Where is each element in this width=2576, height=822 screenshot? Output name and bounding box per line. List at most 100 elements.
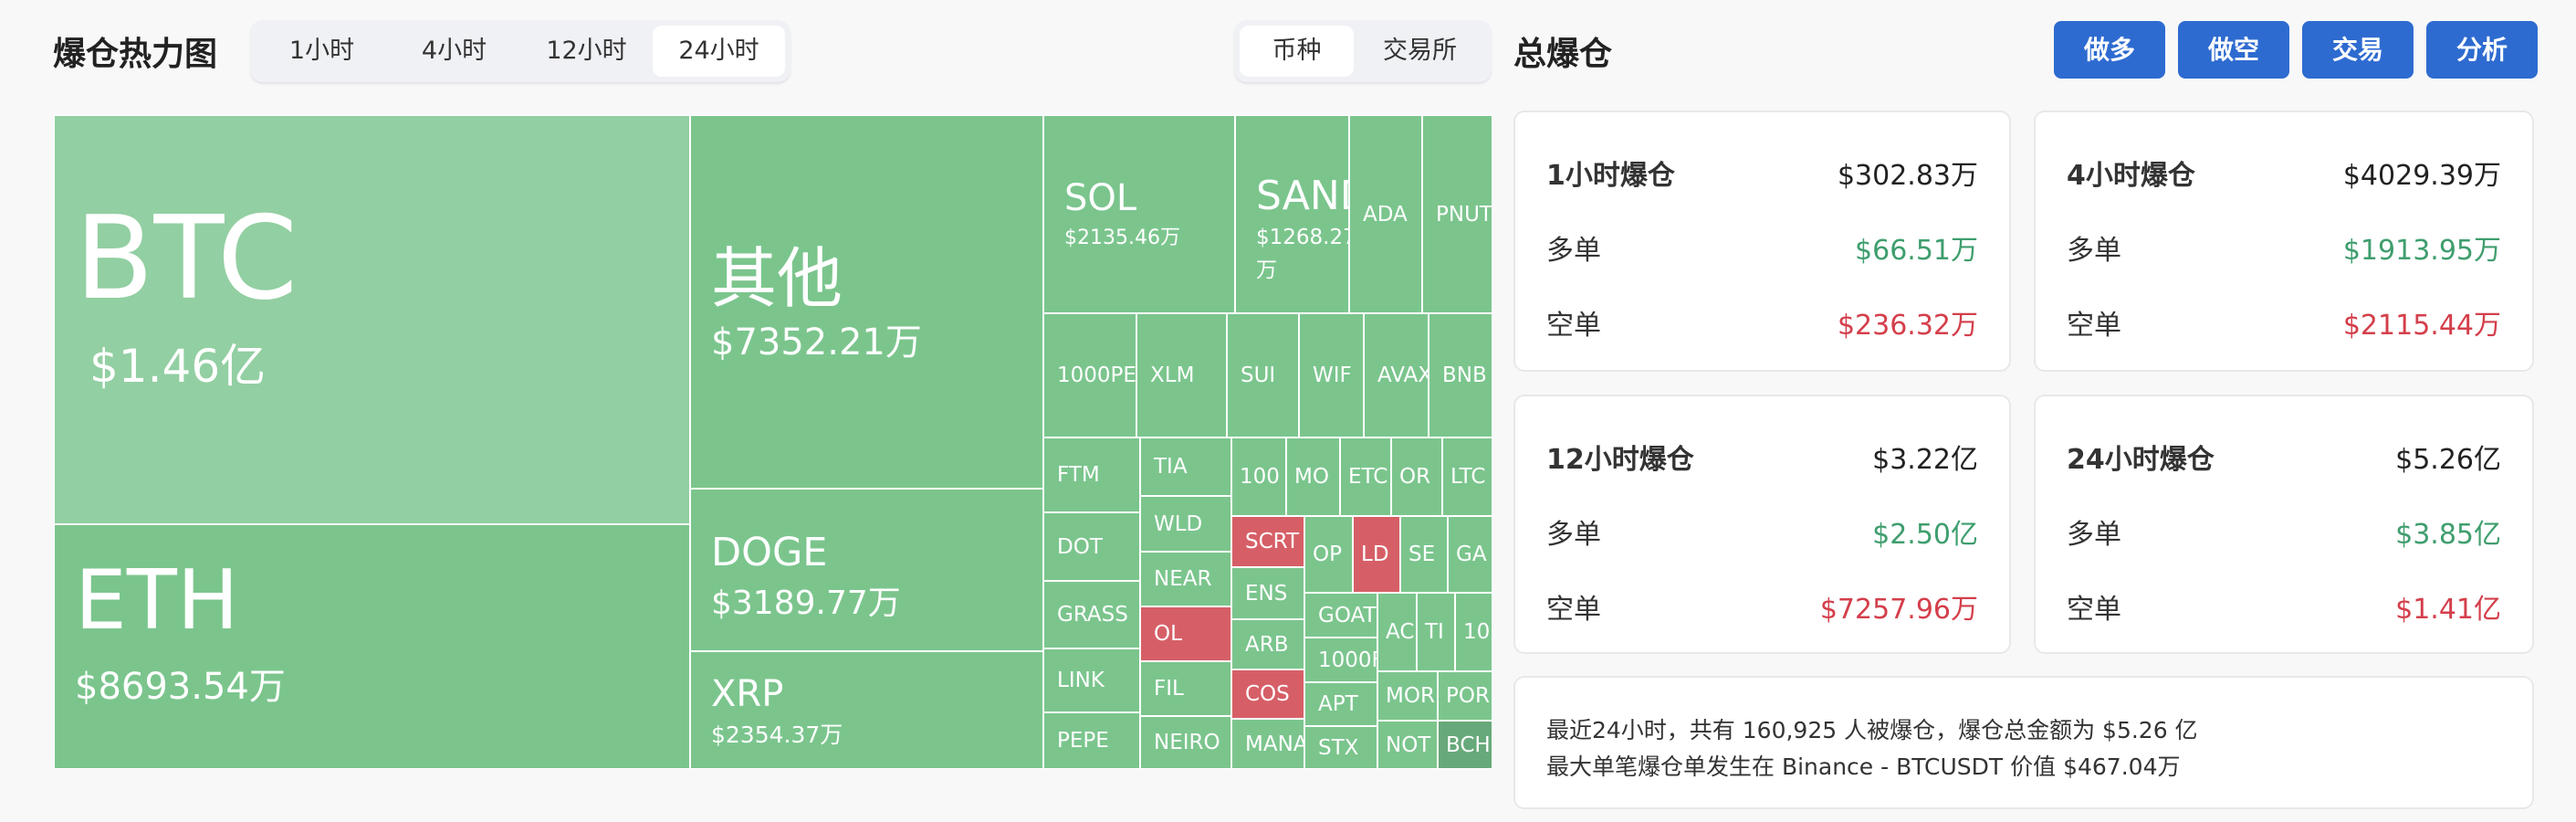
treemap-tile-se[interactable]: SE bbox=[1400, 516, 1448, 593]
treemap-tile-ga[interactable]: GA bbox=[1448, 516, 1492, 593]
tab-4h[interactable]: 4小时 bbox=[421, 37, 487, 65]
treemap-tile-ada[interactable]: ADA bbox=[1349, 115, 1422, 313]
long-amount: $1913.95万 bbox=[2342, 235, 2501, 267]
tile-symbol: AC bbox=[1386, 620, 1415, 645]
short-button[interactable]: 做空 bbox=[2178, 21, 2289, 79]
long-label: 多单 bbox=[2067, 235, 2121, 267]
treemap-tile-bnb[interactable]: BNB bbox=[1429, 313, 1492, 437]
tile-symbol: WLD bbox=[1154, 511, 1203, 536]
treemap-tile-ftm[interactable]: FTM bbox=[1043, 437, 1140, 512]
treemap-tile-ld[interactable]: LD bbox=[1353, 516, 1400, 593]
treemap-tile-xrp[interactable]: XRP $2354.37万 bbox=[690, 651, 1043, 769]
treemap-tile-or[interactable]: OR bbox=[1391, 437, 1442, 516]
treemap-tile-por[interactable]: POR bbox=[1438, 671, 1492, 721]
summary-line-1: 最近24小时，共有 160,925 人被爆仓，爆仓总金额为 $5.26 亿 bbox=[1546, 717, 2198, 743]
treemap-tile-not[interactable]: NOT bbox=[1377, 721, 1438, 769]
group-tabs: 币种 交易所 bbox=[1234, 20, 1492, 82]
treemap-tile-dot[interactable]: DOT bbox=[1043, 512, 1140, 581]
long-amount: $3.85亿 bbox=[2395, 519, 2501, 551]
tile-symbol: NEIRO bbox=[1154, 731, 1220, 755]
tile-symbol: 100 bbox=[1240, 465, 1280, 490]
treemap-tile-op[interactable]: OP bbox=[1304, 516, 1353, 593]
treemap-tile-ac[interactable]: AC bbox=[1377, 593, 1417, 671]
tab-12h[interactable]: 12小时 bbox=[546, 37, 627, 65]
tile-symbol: LD bbox=[1361, 543, 1389, 567]
treemap-tile-stx[interactable]: STX bbox=[1304, 726, 1377, 769]
tile-symbol: GOAT bbox=[1318, 603, 1377, 627]
tile-symbol: DOGE bbox=[711, 529, 828, 575]
card-total: $5.26亿 bbox=[2395, 444, 2501, 476]
tile-symbol: NOT bbox=[1386, 732, 1431, 757]
treemap-tile-mana[interactable]: MANA bbox=[1231, 719, 1304, 769]
treemap-tile-fil[interactable]: FIL bbox=[1140, 661, 1231, 716]
tile-symbol: OR bbox=[1399, 465, 1431, 490]
tile-value: $2135.46万 bbox=[1064, 226, 1180, 249]
treemap-tile-goat[interactable]: GOAT bbox=[1304, 593, 1377, 638]
treemap-tile-link[interactable]: LINK bbox=[1043, 648, 1140, 712]
short-amount: $7257.96万 bbox=[1819, 594, 1978, 626]
summary-card: 最近24小时，共有 160,925 人被爆仓，爆仓总金额为 $5.26 亿 最大… bbox=[1513, 676, 2534, 809]
tile-value: $8693.54万 bbox=[75, 666, 286, 708]
treemap-tile-ltc[interactable]: LTC bbox=[1442, 437, 1492, 516]
tile-symbol: MO bbox=[1294, 465, 1329, 490]
treemap-tile-bch[interactable]: BCH bbox=[1438, 721, 1492, 769]
treemap-tile-wif[interactable]: WIF bbox=[1299, 313, 1364, 437]
tile-symbol: BCH bbox=[1446, 732, 1491, 757]
treemap-tile-avax[interactable]: AVAX bbox=[1364, 313, 1429, 437]
tile-symbol: BTC bbox=[75, 190, 298, 325]
treemap-tile-arb[interactable]: ARB bbox=[1231, 619, 1304, 669]
treemap-tile-xlm[interactable]: XLM bbox=[1136, 313, 1227, 437]
tab-coin[interactable]: 币种 bbox=[1240, 26, 1354, 77]
treemap-tile-wld[interactable]: WLD bbox=[1140, 496, 1231, 552]
treemap-tile-pepe[interactable]: PEPE bbox=[1043, 712, 1140, 769]
tab-1h[interactable]: 1小时 bbox=[288, 37, 355, 65]
treemap-tile-grass[interactable]: GRASS bbox=[1043, 581, 1140, 648]
tile-value: $2354.37万 bbox=[711, 721, 843, 748]
card-total: $4029.39万 bbox=[2342, 160, 2501, 192]
tile-symbol: OP bbox=[1313, 543, 1342, 567]
tile-symbol: NEAR bbox=[1154, 567, 1212, 592]
treemap-tile-apt[interactable]: APT bbox=[1304, 682, 1377, 726]
short-label: 空单 bbox=[2067, 594, 2121, 626]
treemap-tile-1000f[interactable]: 1000F bbox=[1304, 638, 1377, 682]
treemap-tile-neiro[interactable]: NEIRO bbox=[1140, 716, 1231, 769]
treemap-tile-cos[interactable]: COS bbox=[1231, 669, 1304, 719]
treemap-tile-mor[interactable]: MOR bbox=[1377, 671, 1438, 721]
analysis-button[interactable]: 分析 bbox=[2426, 21, 2538, 79]
treemap-tile-sand[interactable]: SAND $1268.27万 bbox=[1235, 115, 1349, 313]
treemap-tile-eth[interactable]: ETH $8693.54万 bbox=[54, 524, 690, 769]
treemap-tile-其他[interactable]: 其他 $7352.21万 bbox=[690, 115, 1043, 489]
long-amount: $2.50亿 bbox=[1872, 519, 1978, 551]
treemap-tile-pnut[interactable]: PNUT bbox=[1422, 115, 1492, 313]
tile-symbol: FTM bbox=[1057, 463, 1100, 488]
tab-24h[interactable]: 24小时 bbox=[653, 26, 785, 77]
treemap-tile-near[interactable]: NEAR bbox=[1140, 552, 1231, 606]
tab-exchange[interactable]: 交易所 bbox=[1383, 37, 1457, 65]
short-label: 空单 bbox=[1546, 310, 1601, 342]
trade-button[interactable]: 交易 bbox=[2302, 21, 2414, 79]
treemap-tile-100[interactable]: 100 bbox=[1231, 437, 1286, 516]
treemap-tile-tia[interactable]: TIA bbox=[1140, 437, 1231, 496]
treemap-tile-sui[interactable]: SUI bbox=[1227, 313, 1299, 437]
tile-symbol: SCRT bbox=[1245, 530, 1300, 554]
treemap-tile-10[interactable]: 10 bbox=[1455, 593, 1492, 671]
treemap-tile-scrt[interactable]: SCRT bbox=[1231, 516, 1304, 567]
treemap-tile-btc[interactable]: BTC $1.46亿 bbox=[54, 115, 690, 524]
treemap-tile-1000pe[interactable]: 1000PE bbox=[1043, 313, 1136, 437]
treemap-tile-ti[interactable]: TI bbox=[1417, 593, 1455, 671]
tile-symbol: PNUT bbox=[1436, 202, 1492, 227]
treemap-tile-ens[interactable]: ENS bbox=[1231, 567, 1304, 619]
treemap-tile-sol[interactable]: SOL $2135.46万 bbox=[1043, 115, 1235, 313]
long-button[interactable]: 做多 bbox=[2054, 21, 2165, 79]
tile-symbol: ADA bbox=[1363, 202, 1408, 227]
treemap-tile-etc[interactable]: ETC bbox=[1340, 437, 1391, 516]
treemap-tile-doge[interactable]: DOGE $3189.77万 bbox=[690, 489, 1043, 651]
card-title: 1小时爆仓 bbox=[1546, 160, 1675, 192]
tile-symbol: STX bbox=[1318, 735, 1359, 760]
treemap-tile-ol[interactable]: OL bbox=[1140, 606, 1231, 661]
short-label: 空单 bbox=[2067, 310, 2121, 342]
tile-symbol: ARB bbox=[1245, 632, 1289, 657]
tile-symbol: SE bbox=[1408, 543, 1436, 567]
tile-symbol: COS bbox=[1245, 682, 1290, 707]
treemap-tile-mo[interactable]: MO bbox=[1286, 437, 1340, 516]
